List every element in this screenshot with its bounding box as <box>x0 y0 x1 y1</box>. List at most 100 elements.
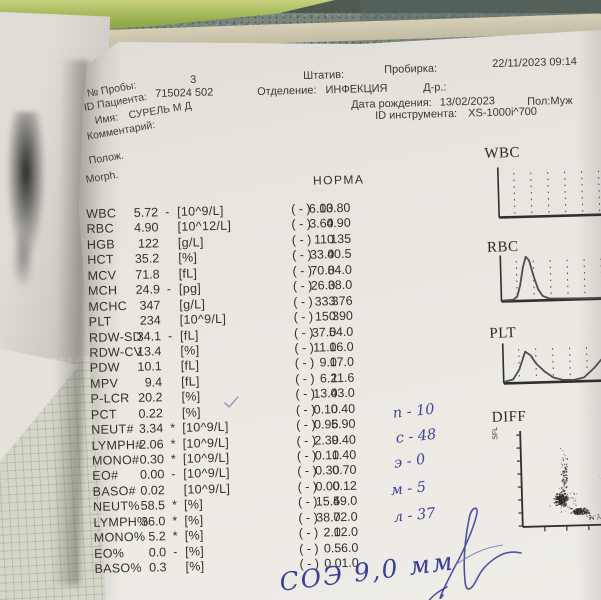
charts-column: WBC RBC PLT DIFF SFL SS <box>480 136 601 559</box>
range-high: 9.40 <box>331 432 356 447</box>
dark-smudge <box>12 228 34 290</box>
param-unit: [10^9/L] <box>183 466 230 482</box>
diff-chart-title: DIFF <box>491 408 527 426</box>
range-high: 11.6 <box>330 370 355 386</box>
param-unit: [%] <box>181 405 201 420</box>
param-name: RBC <box>86 221 114 237</box>
signature <box>428 507 522 600</box>
param-unit: [10^9/L] <box>176 203 224 219</box>
rack-label: Штатив: <box>303 68 345 82</box>
department-label: Отделение: <box>257 84 317 98</box>
param-name: WBC <box>86 206 117 221</box>
param-unit: [pg] <box>178 281 202 297</box>
param-value: 13.4 <box>136 344 162 359</box>
param-range: (110 - 135) <box>291 231 352 248</box>
param-range: (333 - 376) <box>293 293 353 309</box>
param-value: 122 <box>137 236 160 251</box>
param-name: MPV <box>90 376 119 391</box>
range-high: 135 <box>330 231 352 247</box>
param-flag: - <box>171 467 176 482</box>
plt-histogram <box>501 343 601 385</box>
param-value: 0.30 <box>139 452 165 467</box>
param-unit: [%] <box>184 513 204 528</box>
range-high: 6.0 <box>340 540 359 555</box>
range-high: 1.40 <box>331 447 357 463</box>
param-unit: [fL] <box>178 266 198 281</box>
param-range: (26.0 - 38.0) <box>292 277 353 294</box>
param-unit: [g/L] <box>177 235 204 250</box>
param-range: (13.0 - 43.0) <box>295 385 355 402</box>
tube-label: Пробирка: <box>384 62 438 76</box>
param-value: 3.34 <box>138 421 164 436</box>
param-unit: [10^9/L] <box>182 450 230 466</box>
param-range: (6.00 - 13.80) <box>290 200 351 217</box>
range-high: 43.0 <box>330 385 355 401</box>
param-name: EO# <box>92 468 119 484</box>
handwritten-diff-count: с - 48 <box>395 426 438 447</box>
param-value: 0.0 <box>148 544 167 560</box>
param-value: 4.90 <box>134 220 159 236</box>
param-value: 34.1 <box>136 328 162 344</box>
sample-no-value: 3 <box>190 73 197 86</box>
param-value: 5.2 <box>148 529 166 544</box>
name-label: Имя: <box>94 111 119 127</box>
param-range: (70.0 - 84.0) <box>292 262 352 278</box>
param-unit: [%] <box>183 497 204 513</box>
patient-id-value: 715024 502 <box>155 86 214 100</box>
range-high: 4.90 <box>326 216 351 231</box>
param-unit: [%] <box>184 543 205 559</box>
norm-column-header: НОРМА <box>312 172 365 188</box>
param-value: 0.00 <box>139 467 165 483</box>
param-range: (0.10 - 0.40) <box>295 401 356 417</box>
plt-chart-title: PLT <box>489 325 517 342</box>
param-range: (3.60 - 4.90) <box>291 216 351 232</box>
param-value: 24.9 <box>135 282 161 298</box>
param-range: (2.0 - 12.0) <box>298 524 359 541</box>
param-unit: [%] <box>185 559 205 574</box>
param-name: MCH <box>87 283 118 299</box>
param-range: (6.2 - 11.6) <box>294 370 355 386</box>
param-name: MCV <box>87 268 117 283</box>
param-range: (9.0 - 17.0) <box>294 355 355 371</box>
range-high: 38.0 <box>327 277 353 293</box>
param-range: (2.30 - 9.40) <box>296 432 356 448</box>
param-value: 347 <box>139 297 161 313</box>
department-value: ИНФЕКЦИЯ <box>325 82 388 97</box>
param-flag: * <box>172 529 178 544</box>
param-unit: [%] <box>178 250 198 266</box>
param-value: 36.0 <box>140 513 166 529</box>
diff-scatterplot <box>516 430 601 532</box>
morph-label: Morph. <box>85 168 120 186</box>
param-value: 2.06 <box>139 436 164 452</box>
param-value: 71.8 <box>135 267 160 282</box>
param-flag: - <box>167 328 173 343</box>
range-high: 0.70 <box>332 463 357 478</box>
param-unit: [10^9/L] <box>179 311 227 327</box>
position-label: Полож. <box>88 149 125 167</box>
rbc-histogram <box>499 255 601 303</box>
param-range: (0.10 - 1.40) <box>296 447 357 464</box>
param-flag: * <box>170 451 177 467</box>
param-unit: [%] <box>184 528 204 543</box>
range-high: 49.0 <box>332 494 358 509</box>
param-value: 0.22 <box>138 405 164 421</box>
sex-value: Муж <box>550 94 573 108</box>
range-high: 84.0 <box>327 262 352 278</box>
sfl-axis-label: SFL <box>492 426 500 440</box>
param-flag: - <box>172 544 178 559</box>
param-unit: [%] <box>181 389 201 405</box>
range-high: 40.5 <box>326 247 352 262</box>
param-flag: * <box>170 436 176 451</box>
range-high: 376 <box>331 293 353 308</box>
results-table: WBC 5.72 - [10^9/L] (6.00 - 13.80) RBC 4… <box>86 199 425 577</box>
param-flag: * <box>170 421 176 436</box>
param-value: 58.5 <box>140 498 166 514</box>
param-value: 9.4 <box>144 375 163 390</box>
param-range: (11.0 - 16.0) <box>294 339 354 356</box>
range-high: 16.0 <box>329 339 354 355</box>
param-value: 10.1 <box>137 359 162 375</box>
param-unit: [10^9/L] <box>183 481 231 497</box>
param-value: 5.72 <box>133 205 159 220</box>
